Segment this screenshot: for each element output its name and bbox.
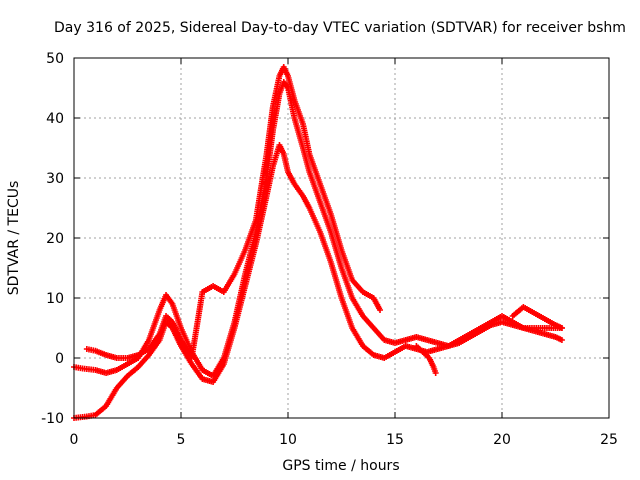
y-axis-label: SDTVAR / TECUs xyxy=(6,181,22,296)
chart-title: Day 316 of 2025, Sidereal Day-to-day VTE… xyxy=(54,20,626,36)
grid-lines xyxy=(74,58,609,418)
axis-ticks: 0 5 10 15 20 25 -10 0 10 20 30 40 50 xyxy=(41,51,618,448)
series-trace-b xyxy=(71,79,565,379)
y-tick-label: -10 xyxy=(41,411,64,427)
series-trace-c xyxy=(83,64,384,361)
x-tick-label: 0 xyxy=(70,432,79,448)
y-tick-label: 20 xyxy=(46,231,64,247)
series-trace-e xyxy=(509,304,565,331)
data-points xyxy=(71,64,565,421)
x-tick-label: 10 xyxy=(279,432,297,448)
x-tick-label: 20 xyxy=(493,432,511,448)
series-trace-d xyxy=(413,343,439,376)
y-tick-label: 30 xyxy=(46,171,64,187)
data-point xyxy=(432,370,439,376)
data-point xyxy=(377,307,384,313)
y-tick-label: 0 xyxy=(55,351,64,367)
y-tick-label: 40 xyxy=(46,111,64,127)
x-tick-label: 5 xyxy=(177,432,186,448)
y-tick-label: 50 xyxy=(46,51,64,67)
data-point xyxy=(558,325,565,331)
x-tick-label: 15 xyxy=(386,432,404,448)
x-axis-label: GPS time / hours xyxy=(282,458,399,474)
data-point xyxy=(558,337,565,343)
y-tick-label: 10 xyxy=(46,291,64,307)
x-tick-label: 25 xyxy=(600,432,618,448)
